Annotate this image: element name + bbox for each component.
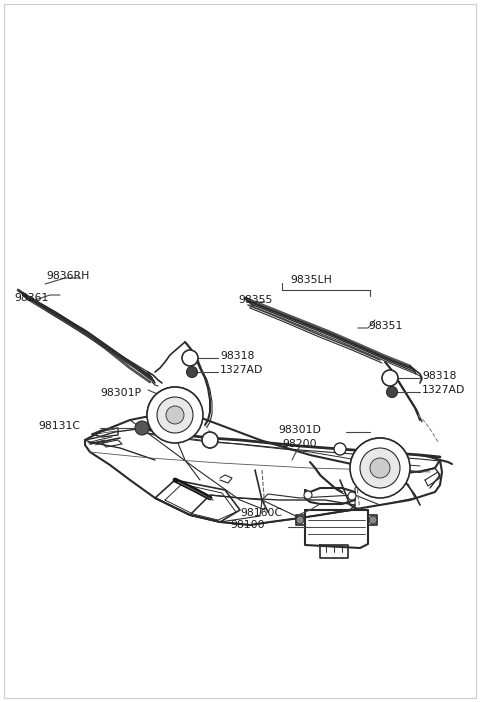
Circle shape — [386, 387, 397, 397]
Text: 98355: 98355 — [238, 295, 272, 305]
Circle shape — [147, 387, 203, 443]
Text: 98351: 98351 — [368, 321, 402, 331]
Circle shape — [370, 458, 390, 478]
Circle shape — [166, 406, 184, 424]
Text: 98100: 98100 — [230, 520, 264, 530]
Text: 1327AD: 1327AD — [220, 365, 264, 375]
Circle shape — [360, 448, 400, 488]
Circle shape — [157, 397, 193, 433]
Text: 9836RH: 9836RH — [46, 271, 89, 281]
Text: 98301D: 98301D — [278, 425, 321, 435]
Text: 98160C: 98160C — [240, 508, 282, 518]
Text: 98318: 98318 — [422, 371, 456, 381]
Circle shape — [296, 516, 304, 524]
Text: 98131C: 98131C — [38, 421, 80, 431]
Text: 1327AD: 1327AD — [422, 385, 466, 395]
Circle shape — [182, 350, 198, 366]
Text: 98318: 98318 — [220, 351, 254, 361]
Circle shape — [350, 438, 410, 498]
Text: 98361: 98361 — [14, 293, 48, 303]
Text: 98200: 98200 — [282, 439, 317, 449]
Circle shape — [382, 370, 398, 386]
Circle shape — [348, 492, 356, 500]
Text: 98301P: 98301P — [100, 388, 141, 398]
Text: 9835LH: 9835LH — [290, 275, 332, 285]
Circle shape — [369, 516, 377, 524]
Circle shape — [135, 421, 149, 435]
Circle shape — [334, 443, 346, 455]
Circle shape — [187, 366, 197, 378]
Circle shape — [202, 432, 218, 448]
Circle shape — [304, 491, 312, 499]
